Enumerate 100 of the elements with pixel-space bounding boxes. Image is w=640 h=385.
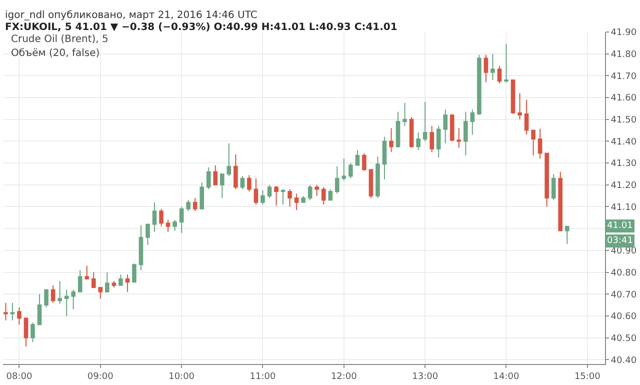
- annotation: Crude Oil (Brent), 5: [11, 34, 108, 45]
- candlestick: [504, 44, 508, 83]
- candlestick: [456, 128, 462, 148]
- candlestick: [30, 322, 35, 343]
- candlestick: [280, 188, 286, 206]
- candlestick: [152, 202, 157, 232]
- candlestick: [558, 171, 563, 232]
- candlestick: [308, 184, 312, 201]
- candlestick: [301, 195, 306, 203]
- annotation: 41.01: [607, 221, 633, 231]
- candlestick: [220, 173, 224, 198]
- candlestick: [213, 164, 218, 186]
- candlestick: [348, 162, 353, 179]
- y-tick-label: 40.50: [610, 334, 637, 344]
- x-tick-label: 12:00: [330, 372, 358, 382]
- candlestick: [382, 136, 387, 180]
- candlestick: [24, 318, 28, 348]
- x-tick-label: 09:00: [87, 372, 114, 382]
- candlestick: [321, 186, 326, 206]
- candlestick: [342, 158, 346, 182]
- candlestick: [368, 169, 374, 198]
- y-tick-label: 40.40: [610, 356, 637, 366]
- candlestick: [105, 272, 110, 292]
- candlestick: [125, 274, 130, 292]
- candlestick: [10, 302, 15, 321]
- candlestick: [510, 80, 516, 114]
- candlestick: [497, 65, 502, 84]
- candlestick: [564, 226, 570, 244]
- candlestick: [192, 198, 198, 212]
- candlestick: [538, 128, 542, 160]
- candlestick: [58, 280, 62, 304]
- x-tick-label: 11:00: [250, 372, 276, 382]
- candlestick: [389, 128, 394, 153]
- y-tick-label: 41.40: [610, 137, 637, 148]
- candlestick: [226, 142, 232, 177]
- chart-title: FX:UKOIL, 5 41.01 ▼ −0.38 (−0.93%) O:40.99 H:41.01 L:40.93 C:41.01: [5, 22, 398, 33]
- candlestick: [396, 111, 400, 148]
- candlestick: [206, 166, 211, 190]
- y-tick-label: 40.70: [610, 290, 637, 300]
- x-tick-label: 10:00: [168, 372, 195, 382]
- candlestick: [524, 99, 529, 136]
- chart-subtitle: igor_ndl опубликовано, март 21, 2016 14:46 UTC: [5, 10, 258, 21]
- candlestick: [477, 54, 482, 116]
- x-tick-label: 15:00: [574, 372, 601, 382]
- candlestick: [84, 265, 90, 280]
- candlestick: [402, 102, 407, 126]
- candlestick: [443, 109, 448, 144]
- y-tick-label: 41.70: [610, 72, 637, 82]
- candlestick: [416, 132, 420, 150]
- candlestick: [464, 111, 468, 156]
- candlestick: [132, 263, 136, 283]
- text: 03:41: [607, 236, 633, 246]
- y-tick-label: 41.30: [610, 159, 637, 170]
- x-tick-label: 13:00: [412, 372, 438, 382]
- candlestick: [91, 272, 96, 288]
- candlestick: [436, 125, 441, 158]
- y-tick-label: 40.60: [610, 312, 637, 322]
- candlestick: [260, 190, 265, 206]
- y-tick-label: 41.90: [610, 28, 637, 38]
- x-tick-label: 14:00: [493, 372, 520, 382]
- annotation: Объём (20, false): [11, 48, 100, 59]
- candlestick: [362, 152, 366, 172]
- candlestick: [274, 185, 278, 206]
- candlestick: [71, 289, 76, 310]
- candlestick: [484, 54, 488, 83]
- candlestick: [186, 200, 190, 212]
- candlestick: [64, 289, 69, 316]
- candlestick: [179, 206, 184, 234]
- x-tick-label: 08:00: [6, 372, 32, 382]
- candlestick: [409, 116, 414, 148]
- candlestick: [518, 92, 522, 120]
- candlestick: [544, 152, 549, 208]
- candlestick: [98, 287, 103, 299]
- candlestick: [37, 294, 42, 326]
- candlestick: [531, 130, 536, 156]
- candlestick: [551, 173, 556, 201]
- y-tick-label: 41.80: [610, 50, 637, 60]
- candlestick: [247, 174, 252, 192]
- candlestick: [430, 125, 434, 153]
- candlestick: [334, 166, 340, 194]
- y-tick-label: 41.10: [610, 202, 637, 213]
- candlestick: [138, 224, 144, 271]
- candlestick: [288, 188, 292, 208]
- candlestick: [159, 208, 164, 227]
- candlestick: [17, 306, 22, 326]
- candlestick: [294, 193, 299, 211]
- candlestick: [240, 176, 245, 190]
- candlestick: [254, 178, 258, 206]
- candlestick: [314, 184, 320, 196]
- candlestick: [4, 302, 8, 321]
- y-tick-label: 41.60: [610, 94, 637, 104]
- candlestick: [376, 156, 380, 198]
- candlestick: [200, 182, 204, 210]
- candlestick: [78, 270, 82, 292]
- y-tick-label: 40.80: [610, 268, 637, 278]
- candlestick: [44, 289, 48, 308]
- candlestick: [267, 184, 272, 198]
- candlestick: [166, 219, 170, 232]
- candlestick: [234, 154, 238, 190]
- candlestick: [470, 109, 475, 136]
